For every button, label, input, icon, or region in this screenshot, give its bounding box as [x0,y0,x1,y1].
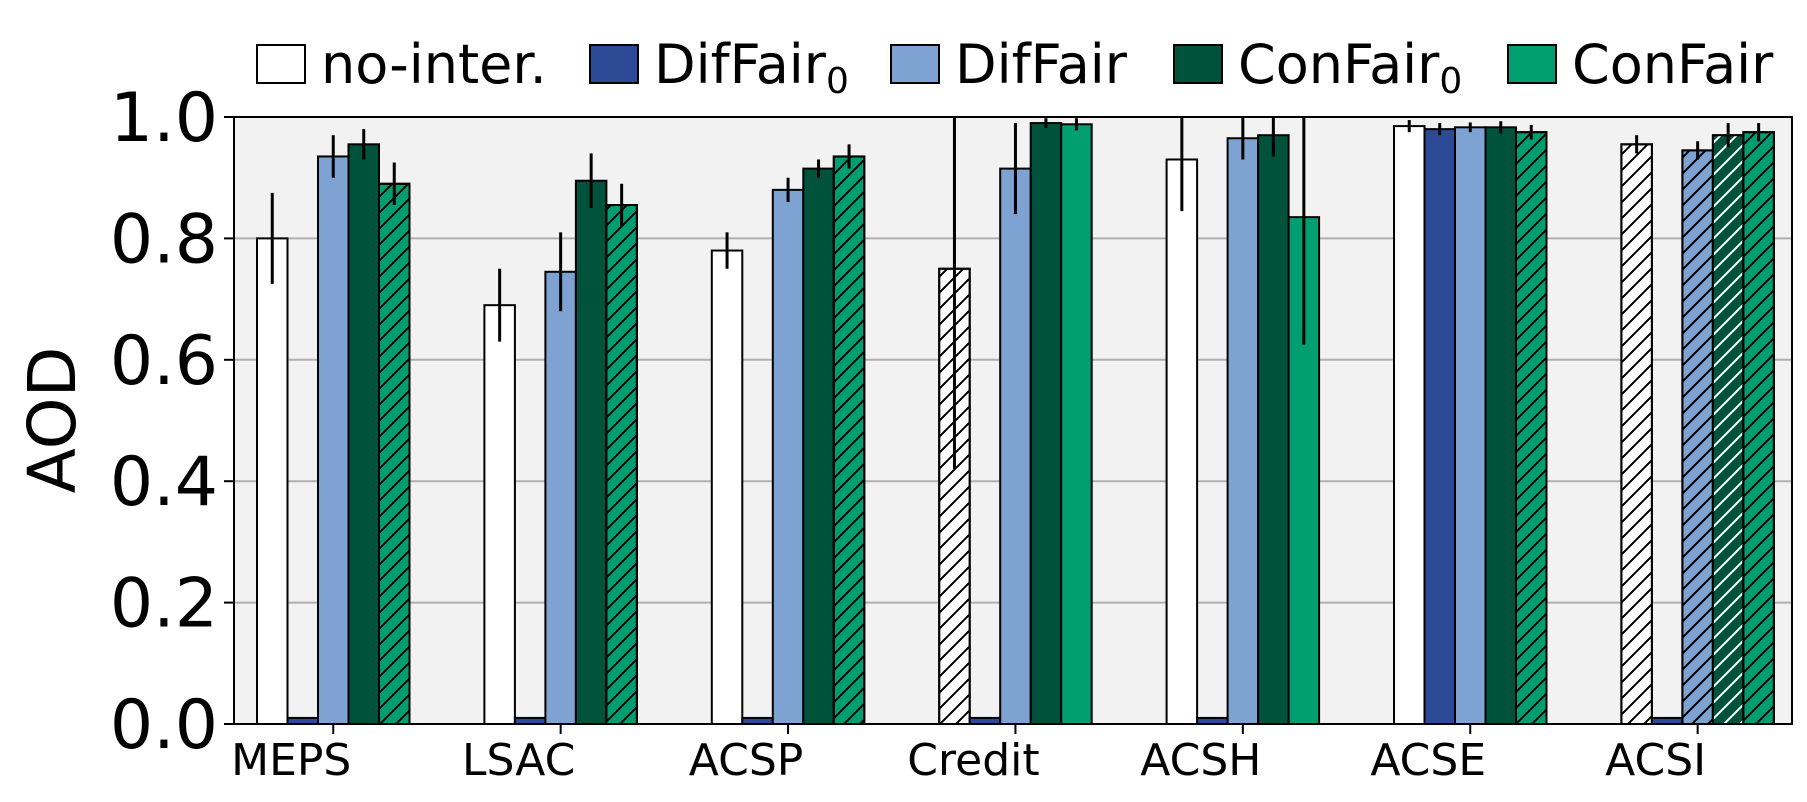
bar-hatch [378,182,411,725]
bar-confair-0-meps [347,143,380,725]
x-tick-label: Credit [907,735,1039,786]
legend-swatch [1173,44,1223,84]
legend-swatch [256,44,306,84]
legend-swatch [890,44,940,84]
bar-hatch [605,204,638,725]
bar-hatch [1681,149,1714,725]
bar-hatch [1711,134,1745,725]
bar-diffair-meps [317,155,350,725]
x-tick-label: ACSE [1370,735,1486,786]
legend-label-text: ConFair [1572,33,1774,96]
legend-swatch [589,44,639,84]
bar-no-inter--lsac [483,304,516,725]
bar-diffair-acsp [771,188,805,725]
bar-no-inter--acse [1393,125,1426,726]
legend-label-subscript: 0 [826,61,849,102]
error-bars-layer [270,117,1761,470]
x-tick-label: LSAC [462,735,575,786]
legend-label-text: DifFair [654,33,827,96]
plot-frame [233,116,1793,725]
x-tick-label: MEPS [231,735,351,786]
x-tick-label: ACSH [1140,735,1261,786]
y-tick-label: 0.8 [110,200,218,279]
y-axis: 0.0 0.2 0.4 0.6 0.8 1.0 [110,79,234,765]
y-tick-label: 1.0 [110,79,218,158]
bar-hatch [1742,131,1775,726]
bar-confair-0-lsac [574,179,608,726]
legend-label-subscript: 0 [1439,61,1462,102]
legend-label-text: no-inter. [321,33,547,96]
bar-no-inter--meps [256,237,289,725]
legend: no-inter. DifFair0 DifFair ConFair0 ConFair [256,33,1774,102]
bar-diffair-credit [999,167,1032,726]
bar-no-inter--acsp [710,249,744,725]
y-tick-label: 0.6 [110,322,218,401]
y-tick-label: 0.4 [110,443,218,522]
bar-confair-0-acsp [802,167,835,726]
legend-swatch [1507,44,1557,84]
bar-hatch [1620,143,1653,725]
legend-label: ConFair [1572,33,1774,96]
bar-confair-0-acsh [1257,134,1290,725]
bar-hatch [832,155,866,725]
legend-label: ConFair0 [1238,33,1462,102]
bar-no-inter--acsh [1165,158,1199,726]
bar-diffair-acsh [1226,137,1260,725]
y-tick-label: 0.0 [110,686,218,765]
x-tick-label: ACSI [1605,735,1706,786]
legend-label-text: ConFair [1238,33,1440,96]
bar-confair-credit [1060,123,1093,725]
bar-diffair-acse [1454,126,1487,726]
y-axis-label: AOD [14,347,91,494]
bar-confair-0-credit [1029,122,1063,725]
legend-label-text: DifFair [955,33,1128,96]
bar-hatch [1515,131,1548,726]
legend-label: no-inter. [321,33,547,96]
legend-label: DifFair [955,33,1128,96]
legend-label: DifFair0 [654,33,849,102]
bar-confair-0-acse [1484,126,1517,726]
x-tick-label: ACSP [689,735,804,786]
bar-diffair-lsac [544,270,577,725]
bar-diffair-0-acse [1423,128,1456,725]
bars-layer [256,122,1775,726]
y-tick-label: 0.2 [110,565,218,644]
x-axis: MEPS LSAC ACSP Credit ACSH ACSE ACSI [231,724,1706,786]
